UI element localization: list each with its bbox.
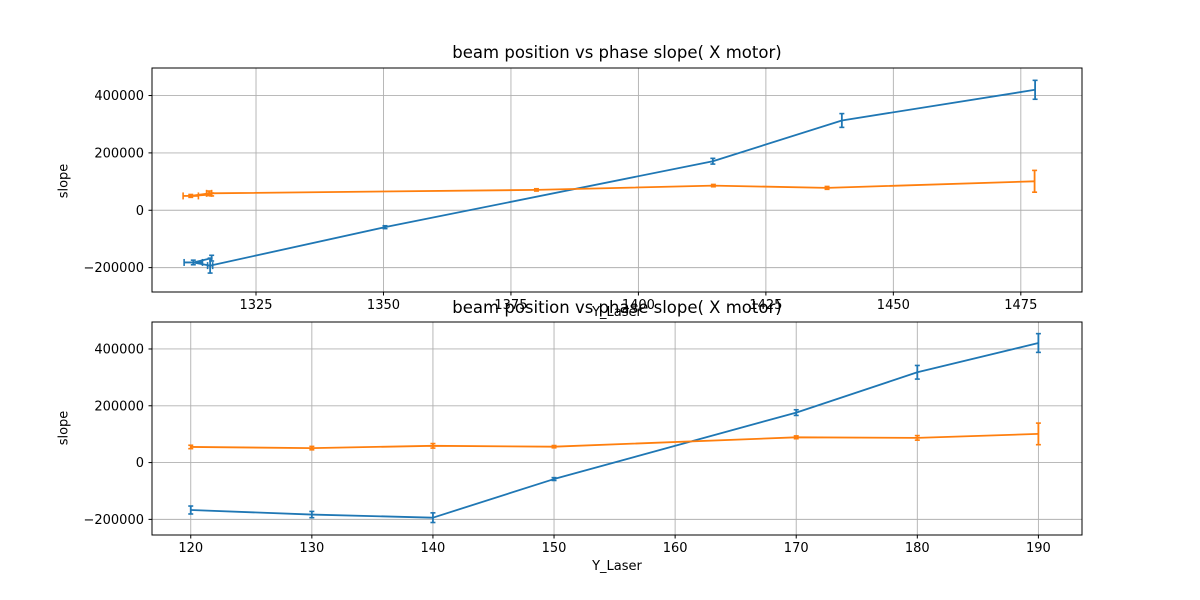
axes-spines	[151, 67, 1083, 293]
axes-spines	[151, 321, 1083, 536]
blue-errorbar-series	[183, 79, 1038, 274]
svg-text:190: 190	[1026, 541, 1051, 556]
orange-errorbar-series	[182, 169, 1038, 200]
svg-text:1350: 1350	[367, 298, 400, 313]
svg-text:170: 170	[784, 541, 809, 556]
svg-text:400000: 400000	[94, 89, 144, 104]
grid-layer	[152, 322, 1082, 535]
svg-text:−200000: −200000	[83, 261, 144, 276]
svg-text:1425: 1425	[749, 298, 782, 313]
svg-text:200000: 200000	[94, 146, 144, 161]
blue-errorbar-series	[188, 332, 1041, 524]
svg-text:140: 140	[421, 541, 446, 556]
tick-labels: 1325 1350 1375 1400 1425 1450 1475 −200000 0 2000…	[83, 89, 1037, 313]
svg-text:1450: 1450	[877, 298, 910, 313]
svg-text:150: 150	[542, 541, 567, 556]
x-axis-label: Y_Laser	[592, 305, 642, 320]
svg-text:130: 130	[299, 541, 324, 556]
svg-text:1400: 1400	[622, 298, 655, 313]
svg-text:1325: 1325	[239, 298, 272, 313]
plot-title: beam position vs phase slope( X motor)	[452, 298, 782, 317]
svg-text:0: 0	[136, 204, 144, 219]
svg-text:−200000: −200000	[83, 513, 144, 528]
orange-errorbar-series	[188, 422, 1041, 451]
svg-text:1475: 1475	[1004, 298, 1037, 313]
plot-title: beam position vs phase slope( X motor)	[452, 43, 782, 62]
grid-layer	[152, 68, 1082, 292]
x-axis-label: Y_Laser	[592, 559, 642, 574]
svg-text:120: 120	[178, 541, 203, 556]
svg-text:400000: 400000	[94, 342, 144, 357]
svg-text:1375: 1375	[494, 298, 527, 313]
tick-labels: 120 130 140 150 160 170 180 190 −200000 0 200000 40…	[83, 342, 1050, 556]
svg-text:0: 0	[136, 456, 144, 471]
svg-text:180: 180	[905, 541, 930, 556]
svg-text:160: 160	[663, 541, 688, 556]
svg-text:200000: 200000	[94, 399, 144, 414]
